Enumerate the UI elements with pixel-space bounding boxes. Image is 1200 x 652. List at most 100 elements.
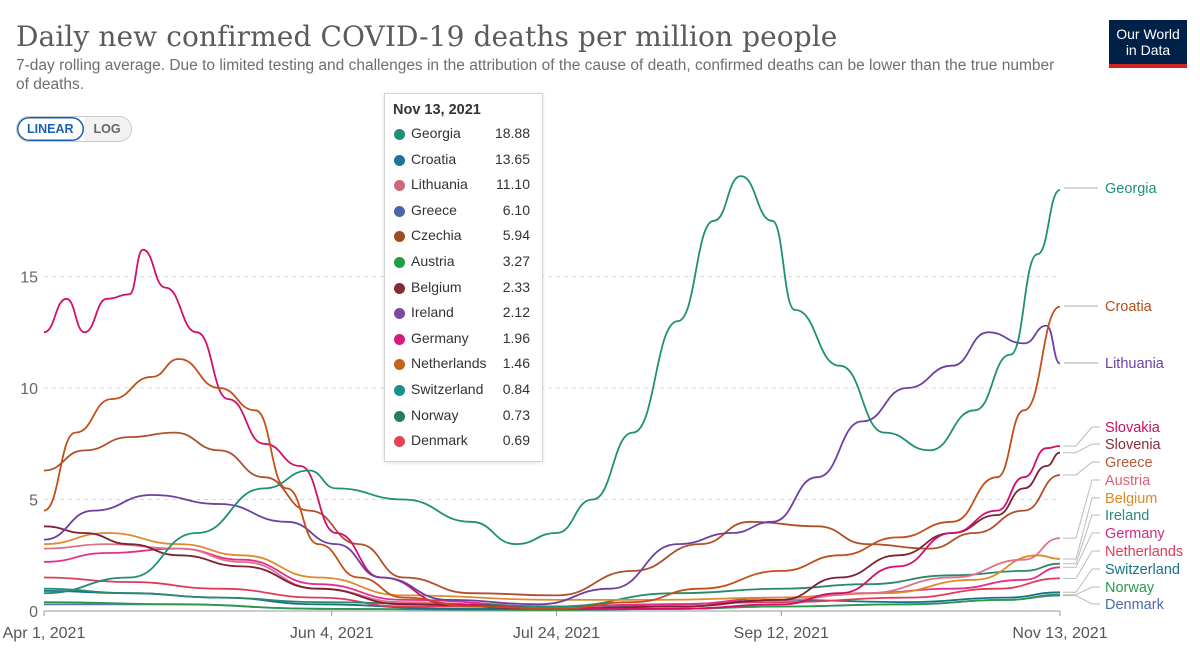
label-connector <box>1063 550 1100 579</box>
series-line-croatia[interactable] <box>43 305 1061 610</box>
tooltip-dot-icon <box>394 180 405 192</box>
series-line-greece[interactable] <box>43 431 1061 597</box>
tooltip-row-netherlands: Netherlands 1.46 <box>385 352 542 378</box>
linear-scale-button[interactable]: LINEAR <box>17 117 84 141</box>
tooltip-country: Georgia <box>411 125 461 141</box>
tooltip-dot-icon <box>394 308 405 320</box>
tooltip-country: Denmark <box>411 432 468 449</box>
grid-lines <box>44 276 1060 612</box>
tooltip-dot-icon <box>394 205 405 217</box>
y-tick-label: 0 <box>29 604 38 621</box>
tooltip-value: 6.10 <box>502 201 530 218</box>
tooltip-row-germany: Germany 1.96 <box>385 327 542 353</box>
series-label-slovakia[interactable]: Slovakia <box>1105 420 1161 436</box>
series-label-austria[interactable]: Austria <box>1105 473 1151 489</box>
label-connector <box>1063 586 1100 596</box>
tooltip-dot-icon <box>394 256 405 268</box>
series-label-croatia[interactable]: Croatia <box>1105 299 1153 315</box>
label-connector <box>1063 461 1100 476</box>
tooltip-row-belgium: Belgium 2.33 <box>385 276 542 302</box>
tooltip-value: 0.84 <box>502 380 530 397</box>
tooltip-value: 5.94 <box>502 227 530 244</box>
tooltip-country: Switzerland <box>411 380 484 397</box>
x-axis-ticks: Apr 1, 2021 Jun 4, 2021 Jul 24, 2021 Sep 12… <box>3 611 1108 642</box>
tooltip-country: Norway <box>411 406 459 423</box>
series-label-slovenia[interactable]: Slovenia <box>1105 437 1162 453</box>
tooltip-value: 0.69 <box>502 432 530 449</box>
series-label-belgium[interactable]: Belgium <box>1105 491 1157 507</box>
tooltip-dot-icon <box>394 410 405 422</box>
tooltip-value: 1.96 <box>502 329 530 346</box>
log-scale-button[interactable]: LOG <box>83 117 131 141</box>
tooltip-date: Nov 13, 2021 <box>393 102 481 118</box>
tooltip-row-georgia: Georgia 18.88 <box>385 122 542 148</box>
tooltip-row-switzerland: Switzerland 0.84 <box>385 378 542 404</box>
series-label-switzerland[interactable]: Switzerland <box>1105 562 1180 578</box>
series-line-ireland[interactable] <box>43 562 1061 608</box>
tooltip-row-denmark: Denmark 0.69 <box>385 429 542 455</box>
series-line-georgia[interactable] <box>43 175 1061 595</box>
tooltip-value: 18.88 <box>494 125 530 141</box>
tooltip-value: 2.33 <box>502 278 530 295</box>
tooltip-value: 2.12 <box>502 304 530 321</box>
tooltip-country: Ireland <box>411 304 454 321</box>
y-axis-ticks: 0 5 10 15 <box>20 270 38 622</box>
tooltip-dot-icon <box>394 436 405 448</box>
tooltip-row-ireland: Ireland 2.12 <box>385 301 542 327</box>
x-tick-label: Apr 1, 2021 <box>3 625 86 642</box>
tooltip-country: Austria <box>411 252 455 269</box>
series-lines <box>43 175 1061 611</box>
hover-tooltip: Nov 13, 2021 Georgia 18.88 Croatia 13.65 Lit… <box>384 93 543 462</box>
tooltip-country: Netherlands <box>411 355 487 372</box>
label-connector <box>1063 426 1100 447</box>
tooltip-country: Germany <box>411 329 469 346</box>
tooltip-dot-icon <box>394 231 405 243</box>
tooltip-row-greece: Greece 6.10 <box>385 199 542 225</box>
tooltip-value: 3.27 <box>502 252 530 269</box>
tooltip-value: 13.65 <box>494 150 530 167</box>
chart-subtitle: 7-day rolling average. Due to limited te… <box>16 57 1055 93</box>
tooltip-row-norway: Norway 0.73 <box>385 404 542 430</box>
series-label-ireland[interactable]: Ireland <box>1105 508 1149 524</box>
series-line-lithuania[interactable] <box>43 324 1061 606</box>
label-connector <box>1063 514 1100 565</box>
owid-logo[interactable]: Our World in Data <box>1109 20 1187 68</box>
series-label-netherlands[interactable]: Netherlands <box>1105 544 1183 560</box>
x-tick-label: Nov 13, 2021 <box>1012 625 1107 642</box>
scale-toggle: LINEAR LOG <box>16 116 132 142</box>
x-tick-label: Sep 12, 2021 <box>734 625 829 642</box>
series-label-norway[interactable]: Norway <box>1105 580 1155 596</box>
tooltip-row-lithuania: Lithuania 11.10 <box>385 173 542 199</box>
label-connector <box>1063 479 1100 539</box>
chart-title: Daily new confirmed COVID-19 deaths per … <box>16 20 838 53</box>
y-tick-label: 5 <box>29 493 38 510</box>
series-label-lithuania[interactable]: Lithuania <box>1105 356 1165 372</box>
label-connector <box>1063 443 1100 454</box>
series-line-slovenia[interactable] <box>43 451 1061 610</box>
y-tick-label: 15 <box>20 270 38 287</box>
tooltip-country: Lithuania <box>411 176 468 193</box>
series-label-denmark[interactable]: Denmark <box>1105 597 1165 613</box>
tooltip-row-austria: Austria 3.27 <box>385 250 542 276</box>
logo-line-1: Our World <box>1116 26 1180 42</box>
x-tick-label: Jul 24, 2021 <box>513 625 600 642</box>
series-label-germany[interactable]: Germany <box>1105 526 1165 542</box>
tooltip-dot-icon <box>394 359 405 371</box>
tooltip-value: 1.46 <box>502 355 530 372</box>
series-label-georgia[interactable]: Georgia <box>1105 181 1158 197</box>
tooltip-country: Czechia <box>411 227 462 244</box>
tooltip-dot-icon <box>394 154 405 166</box>
label-connector <box>1063 568 1100 593</box>
tooltip-rows: Georgia 18.88 Croatia 13.65 Lithuania 11.10 Gr… <box>385 122 542 455</box>
series-label-greece[interactable]: Greece <box>1105 455 1153 471</box>
tooltip-row-czechia: Czechia 5.94 <box>385 224 542 250</box>
label-connector <box>1063 497 1100 560</box>
tooltip-row-croatia: Croatia 13.65 <box>385 148 542 174</box>
series-line-belgium[interactable] <box>43 532 1061 601</box>
tooltip-country: Belgium <box>411 278 462 295</box>
tooltip-dot-icon <box>394 129 405 140</box>
tooltip-dot-icon <box>394 333 405 345</box>
logo-line-2: in Data <box>1125 42 1171 58</box>
